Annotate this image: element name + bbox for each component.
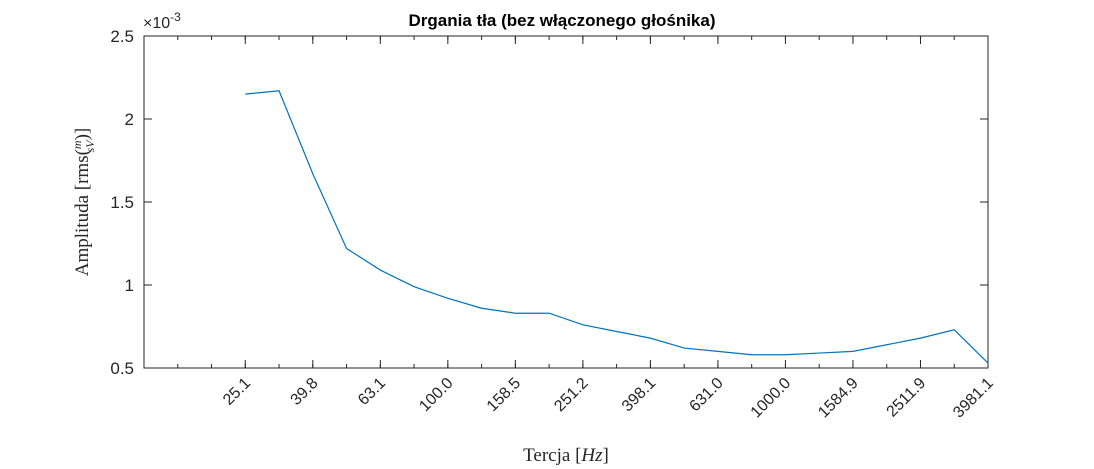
- x-tick-label: 63.1: [355, 375, 389, 409]
- x-tick-label: 1000.0: [748, 375, 795, 422]
- x-tick-label: 39.8: [288, 375, 322, 409]
- y-axis-ticks: 0.5 1 1.5 2 2.5: [110, 27, 988, 378]
- y-tick-label: 0.5: [110, 359, 134, 378]
- y-tick-label: 1.5: [110, 193, 134, 212]
- series-group: [245, 90, 989, 364]
- x-axis-label: Tercja [Hz]: [523, 445, 609, 466]
- x-tick-label: 398.1: [619, 375, 659, 415]
- axes: [143, 35, 989, 369]
- x-tick-label: 1584.9: [815, 375, 862, 422]
- x-tick-label: 158.5: [484, 375, 524, 415]
- chart-title: Drgania tła (bez włączonego głośnika): [409, 11, 716, 30]
- x-tick-label: 631.0: [686, 375, 726, 415]
- x-tick-label: 2511.9: [884, 375, 930, 421]
- x-tick-label: 3981.1: [950, 375, 997, 422]
- y-axis-exponent-power: -3: [170, 10, 181, 24]
- y-axis-label: Amplituda [rms(msV)]: [70, 128, 97, 277]
- series-line: [245, 90, 989, 364]
- y-tick-label: 1: [125, 276, 134, 295]
- y-tick-label: 2.5: [110, 27, 134, 46]
- plot-area-box: [143, 35, 989, 369]
- x-tick-label: 100.0: [416, 375, 456, 415]
- y-tick-label: 2: [125, 110, 134, 129]
- x-tick-label: 251.2: [551, 375, 591, 415]
- x-tick-label: 25.1: [220, 375, 254, 409]
- y-axis-exponent: ×10-3: [143, 10, 181, 32]
